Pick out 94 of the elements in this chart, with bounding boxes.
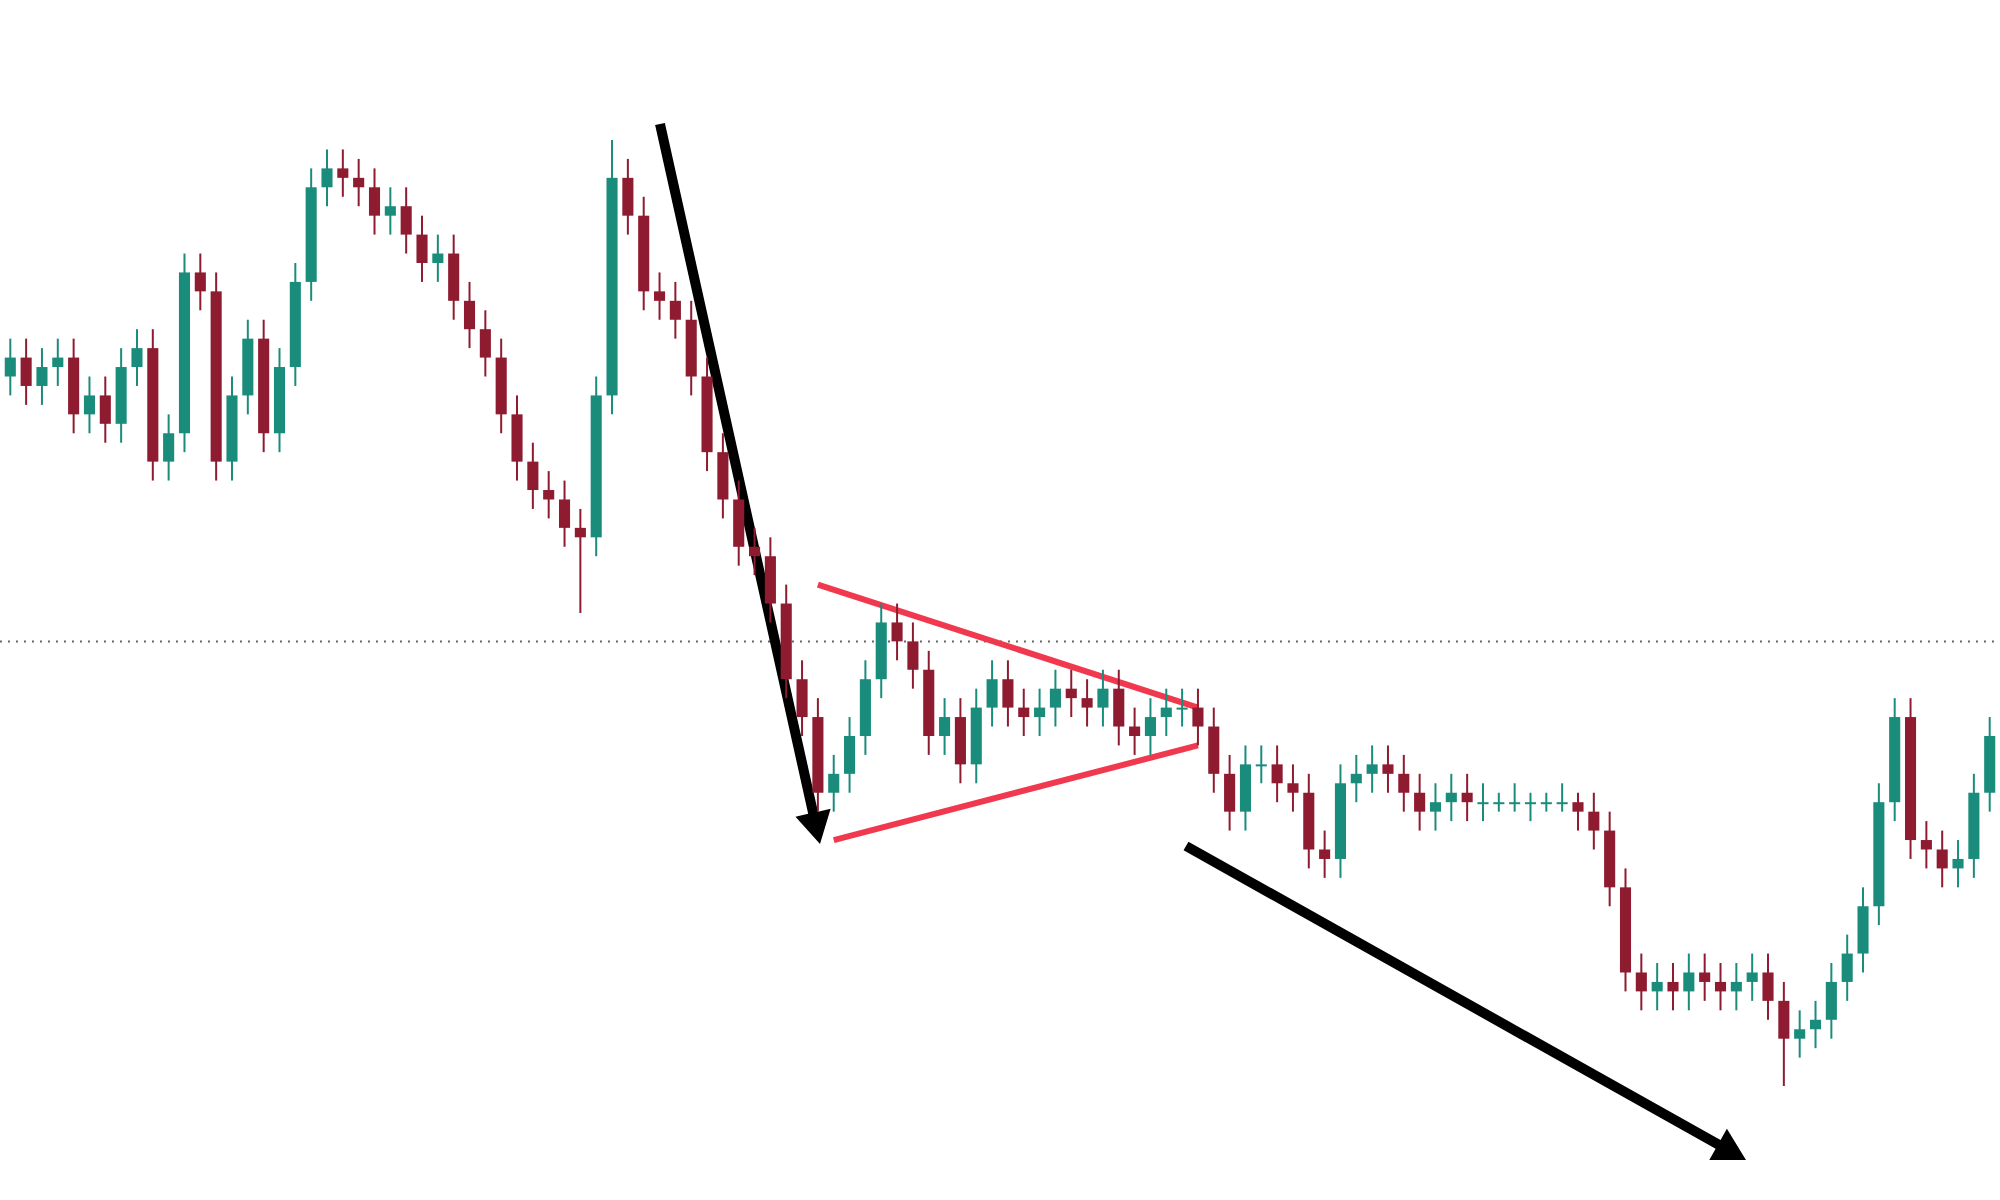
candlestick <box>1065 668 1077 719</box>
candlestick <box>1477 782 1489 823</box>
candlestick <box>1540 791 1552 813</box>
candlestick <box>163 413 175 482</box>
candlestick <box>400 186 412 255</box>
candlestick <box>1271 744 1283 804</box>
candlestick <box>1414 772 1426 832</box>
candlestick <box>1651 962 1663 1012</box>
candlestick <box>764 536 776 624</box>
candlestick <box>1794 1009 1806 1059</box>
candlestick <box>796 659 808 737</box>
candlestick <box>654 271 666 321</box>
candlestick <box>1746 952 1758 1002</box>
candlestick <box>448 233 460 321</box>
candlestick <box>1445 772 1457 823</box>
candlestick <box>828 753 840 813</box>
candlestick <box>337 148 349 198</box>
candlestick <box>1366 744 1378 794</box>
candlestick <box>99 375 111 444</box>
candlestick <box>891 602 903 662</box>
candlestick <box>1398 753 1410 813</box>
candlestick <box>1857 886 1869 974</box>
candlestick <box>1429 782 1442 832</box>
candlestick <box>733 479 745 567</box>
candlestick <box>194 252 206 312</box>
candlestick <box>432 233 444 283</box>
candlestick <box>479 309 491 378</box>
candlestick <box>527 441 539 510</box>
candlestick <box>1714 962 1727 1012</box>
candlestick <box>83 375 96 435</box>
candlestick <box>543 470 555 520</box>
candlestick <box>1224 753 1236 832</box>
candlestick <box>1287 763 1299 813</box>
candlestick <box>1509 782 1521 813</box>
candlestick <box>1588 791 1600 851</box>
candlestick <box>1730 962 1742 1012</box>
candlestick <box>1049 668 1061 728</box>
candlestick <box>321 148 333 208</box>
candlestick <box>1841 933 1853 1002</box>
candlestick <box>907 621 919 690</box>
candlestick <box>1762 952 1774 1021</box>
candlestick <box>749 526 761 577</box>
candlestick <box>986 659 998 728</box>
candlestick <box>1572 791 1584 832</box>
candlestick <box>622 157 634 236</box>
candlestick <box>1176 687 1188 728</box>
candlestick <box>1952 839 1964 889</box>
candlestick <box>1920 820 1932 870</box>
candlestick <box>1382 744 1394 794</box>
candlestick <box>36 347 48 406</box>
candlestick <box>574 507 586 614</box>
candlestick <box>1524 791 1537 823</box>
candlestick <box>1160 687 1172 737</box>
candlestick <box>1002 659 1014 728</box>
candlestick <box>1936 829 1948 889</box>
candlestick <box>368 167 381 236</box>
candlestick <box>463 280 476 350</box>
candlestick <box>1635 952 1647 1012</box>
candlestick <box>1192 687 1204 747</box>
candlestick <box>1683 952 1695 1012</box>
candlestick <box>20 337 32 406</box>
candlestick <box>1699 952 1711 1002</box>
candlestick <box>1493 791 1505 813</box>
candlestick <box>1825 962 1837 1040</box>
candlestick <box>52 337 64 387</box>
candlestick <box>131 328 143 387</box>
candlestick <box>1350 753 1362 804</box>
candlestick <box>384 186 396 236</box>
candlestick <box>1208 706 1220 794</box>
candlestick <box>1319 829 1331 879</box>
candlestick <box>1018 687 1030 737</box>
candlestick <box>511 394 523 482</box>
candlestick <box>558 479 571 548</box>
candlestick <box>1081 678 1093 728</box>
candlestick <box>939 697 951 756</box>
candlestick <box>844 716 856 794</box>
candlestick <box>1239 744 1251 832</box>
candlestick <box>1113 668 1125 747</box>
candlestick <box>1556 782 1568 813</box>
candlestick <box>1667 962 1679 1012</box>
candlestick <box>4 337 16 397</box>
candlestick <box>717 432 729 520</box>
candlestick <box>1778 980 1790 1087</box>
candlestick <box>954 697 966 785</box>
candlestick <box>1097 668 1109 728</box>
candlestick <box>416 214 428 283</box>
candlestick <box>353 157 365 208</box>
candlestick <box>1255 744 1267 785</box>
candlestick <box>1809 999 1822 1050</box>
candlestick <box>669 280 681 340</box>
candlestick <box>1034 687 1046 737</box>
candlestick <box>1129 706 1141 756</box>
candlestick <box>1461 772 1473 823</box>
candlestick <box>1144 697 1156 756</box>
